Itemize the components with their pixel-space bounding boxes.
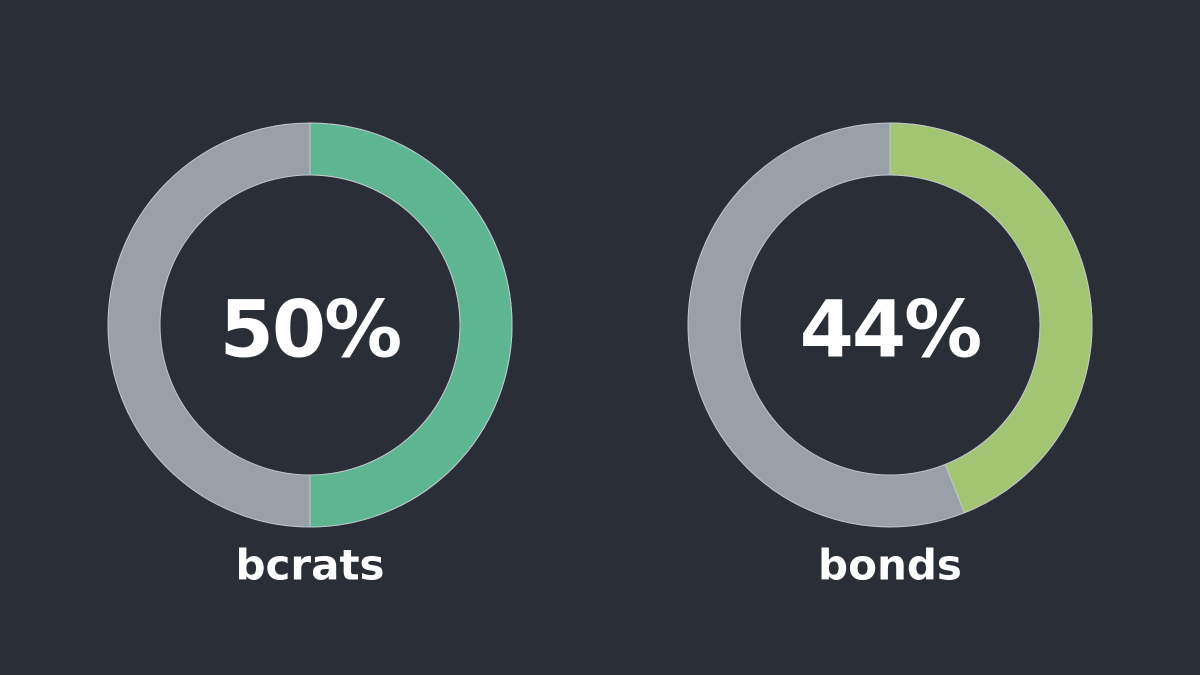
value-label: 44%: [800, 285, 981, 375]
category-label: bonds: [818, 541, 962, 590]
donut-segment: [889, 122, 1093, 514]
donut-segment: [309, 122, 513, 528]
category-label: bcrats: [235, 541, 384, 590]
value-label: 50%: [220, 285, 401, 375]
